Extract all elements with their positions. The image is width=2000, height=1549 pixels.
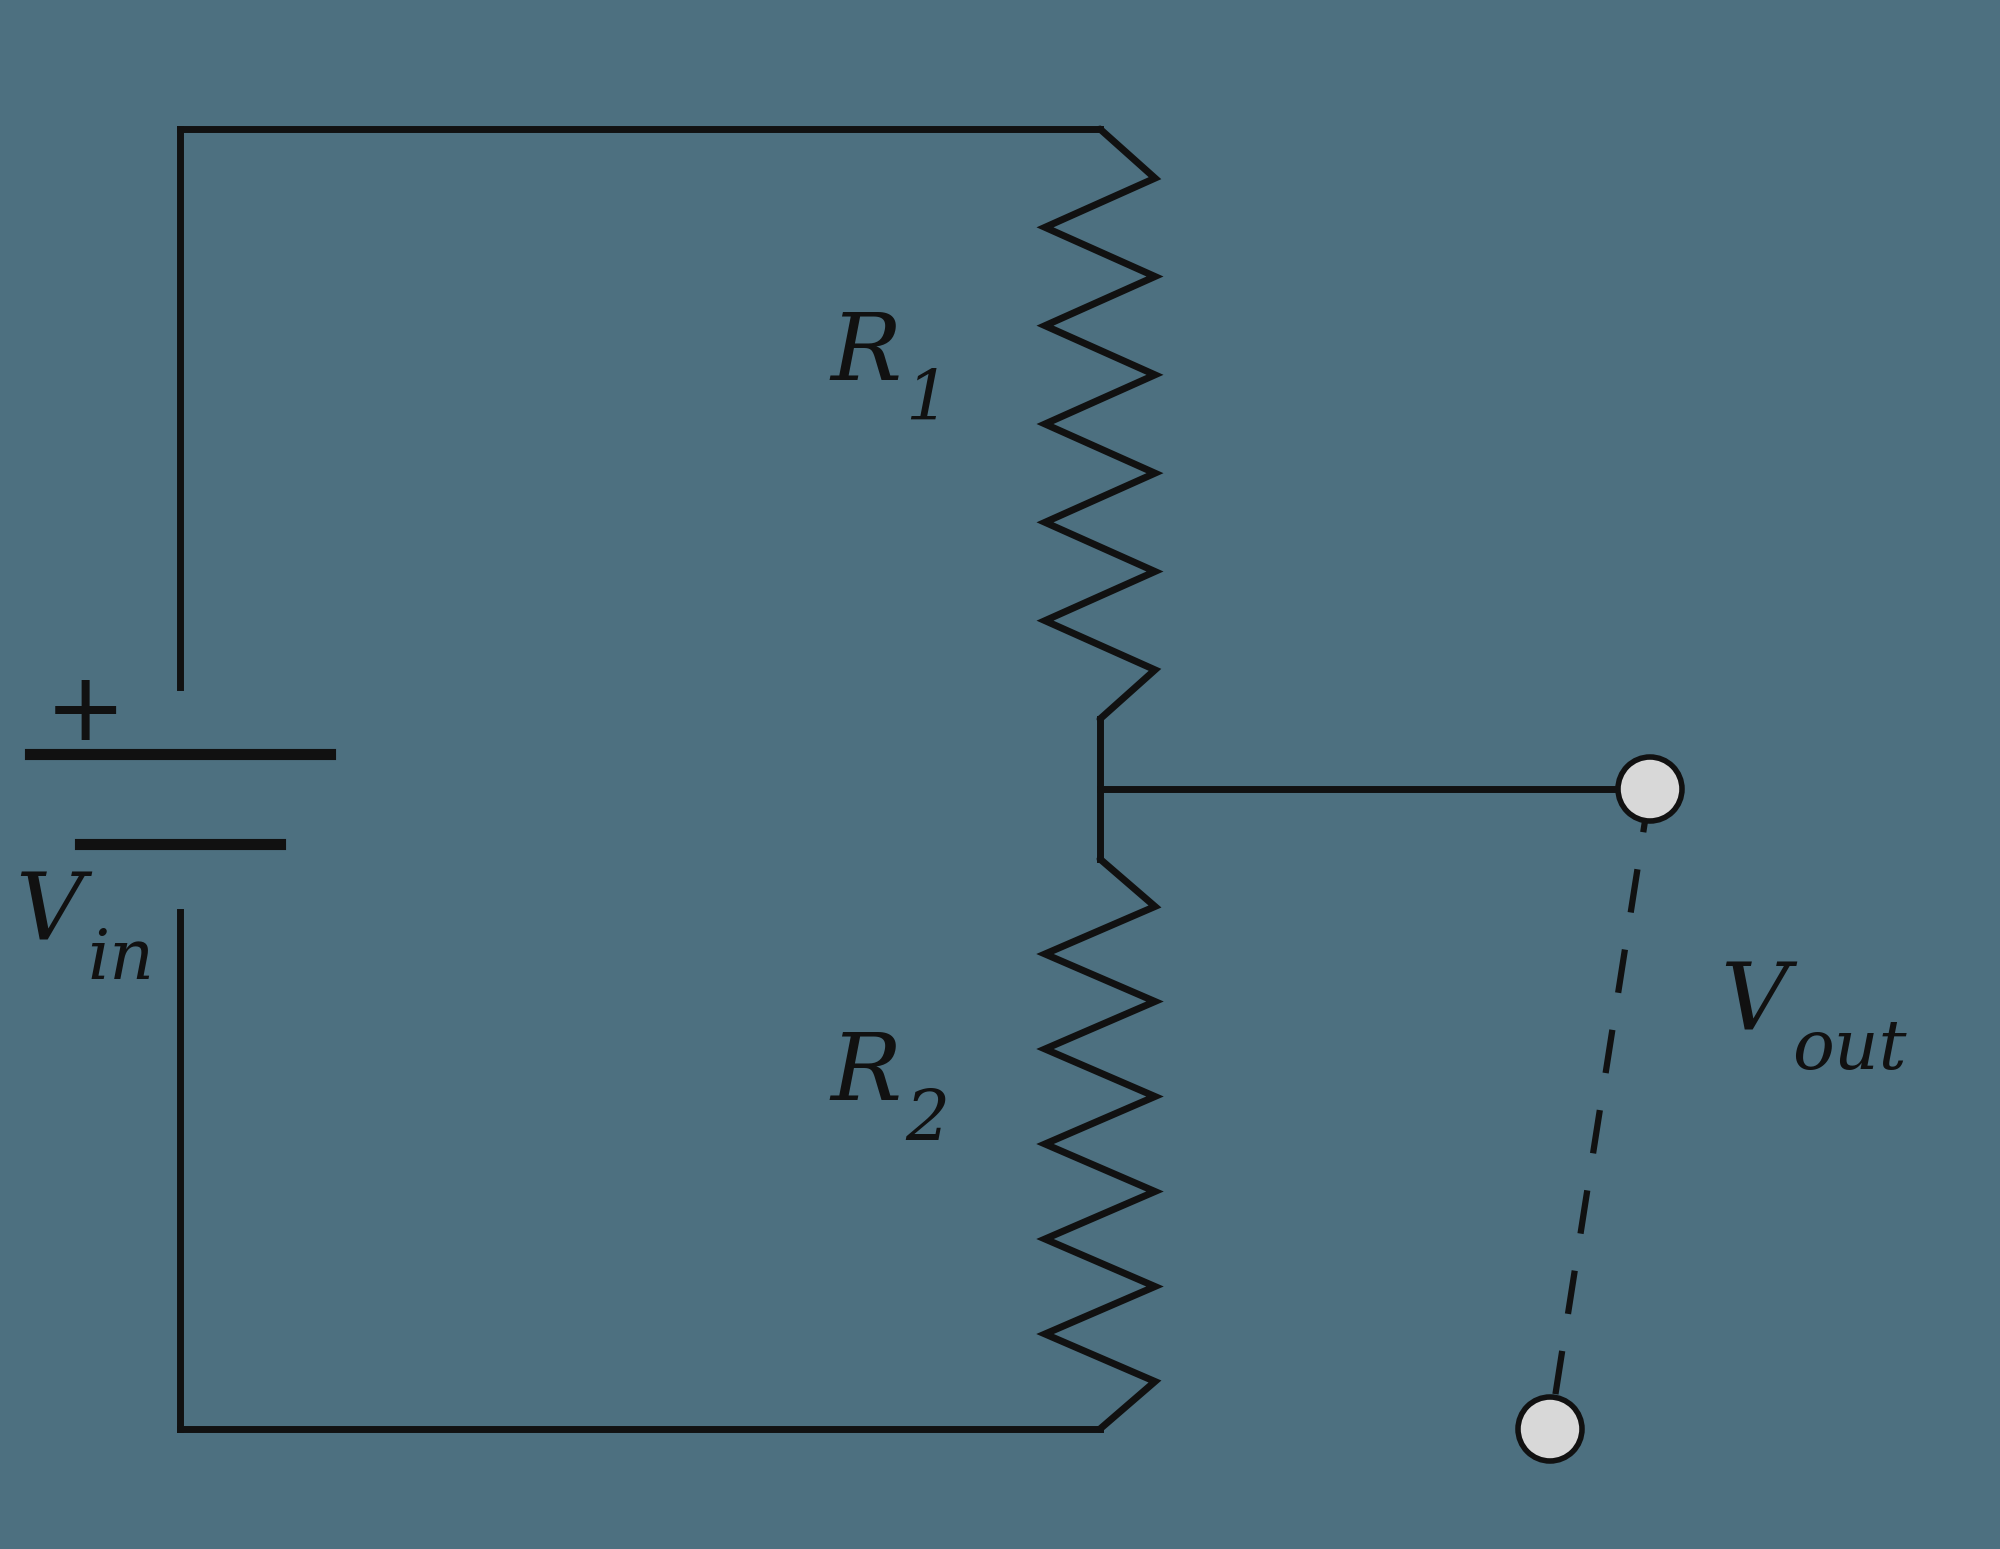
Text: 2: 2	[906, 1087, 950, 1154]
Circle shape	[1618, 757, 1682, 821]
Circle shape	[1518, 1397, 1582, 1461]
Text: R: R	[830, 1029, 902, 1118]
Text: in: in	[88, 928, 154, 994]
Text: out: out	[1792, 1018, 1906, 1084]
Text: V: V	[16, 869, 84, 959]
Text: +: +	[44, 668, 126, 761]
Text: V: V	[1720, 959, 1788, 1049]
Text: R: R	[830, 308, 902, 400]
Text: 1: 1	[906, 367, 950, 434]
